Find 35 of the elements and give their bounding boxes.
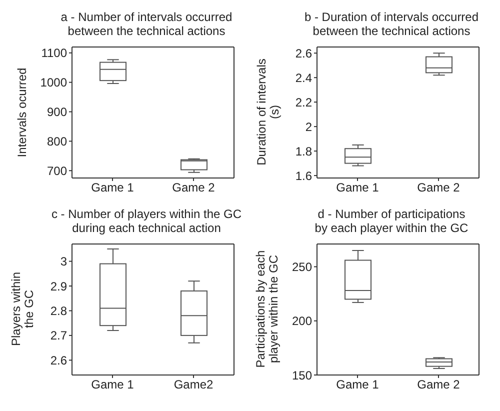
chart-title: a - Number of intervals occurred between the technical actions [60,10,234,38]
y-axis-title: Intervals ocurred [16,67,30,157]
x-tick-label: Game2 [174,378,214,392]
y-tick-label: 1100 [41,46,68,60]
y-tick-label: 2.7 [50,328,68,343]
y-tick-label: 2.8 [50,304,68,318]
y-tick-label: 2.4 [295,70,312,85]
chart-title: c - Number of players within the GC during each technical action [50,207,243,235]
x-tick-label: Game 2 [417,378,460,392]
chart-title: b - Duration of intervals occurred between the technical actions [303,10,480,38]
y-tick-label: 2 [305,120,312,134]
y-tick-label: 200 [292,314,312,328]
y-tick-label: 3 [60,254,68,269]
y-tick-label: 800 [46,134,68,148]
x-tick-label: Game 1 [91,378,134,392]
y-tick-label: 1.6 [295,168,312,183]
y-tick-label: 250 [292,260,312,274]
chart-title: d - Number of participations by each player within the GC [314,207,470,235]
y-tick-label: 900 [46,105,68,120]
y-tick-label: 2.9 [50,279,68,294]
y-tick-label: 1.8 [295,144,312,158]
y-axis-title: Players within the GC [9,272,36,346]
y-tick-label: 150 [292,368,312,382]
y-tick-label: 2.2 [295,95,312,110]
x-tick-label: Game 1 [336,180,380,195]
y-tick-label: 2.6 [50,353,68,368]
y-axis-title: Participations by each player within the GC [254,250,281,368]
x-tick-label: Game 2 [172,180,216,195]
x-tick-label: Game 1 [336,378,380,392]
x-tick-label: Game 2 [417,180,460,195]
x-tick-label: Game 1 [91,180,134,195]
y-tick-label: 1000 [40,76,68,90]
y-tick-label: 2.6 [295,46,312,60]
y-axis-title: Duration of intervals (s) [254,58,281,166]
y-tick-label: 700 [46,164,68,178]
